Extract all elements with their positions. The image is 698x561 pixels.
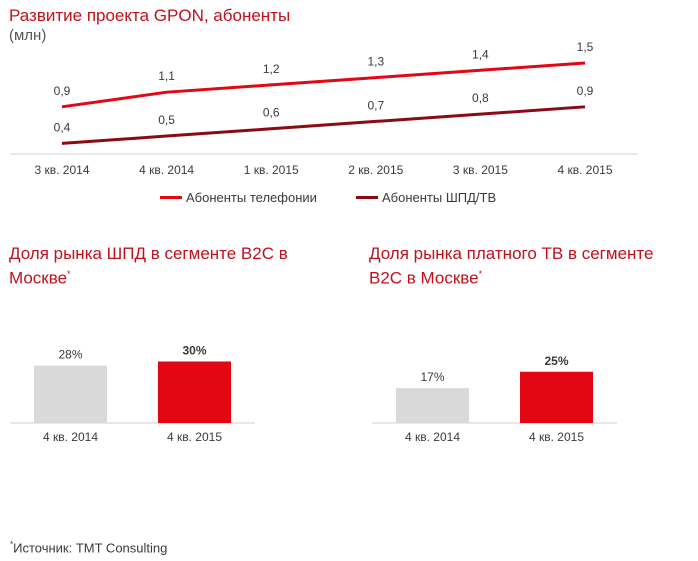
data-label: 0,9: [577, 84, 594, 98]
x-tick-label: 4 кв. 2015: [558, 163, 613, 177]
data-label: 0,7: [367, 98, 384, 112]
x-tick-label: 4 кв. 2014: [43, 430, 98, 444]
legend-label-broadband: Абоненты ШПД/ТВ: [382, 190, 497, 205]
bar: [396, 388, 469, 423]
broadband-share-title-text: Доля рынка ШПД в сегменте B2C в Москве: [9, 244, 288, 288]
data-label: 25%: [544, 354, 568, 368]
x-tick-label: 1 кв. 2015: [244, 163, 299, 177]
source-footnote-text: Источник: TMT Consulting: [13, 540, 168, 556]
source-footnote-mark: *: [10, 540, 14, 549]
legend-item-telephony: Абоненты телефонии: [160, 190, 317, 205]
x-tick-label: 2 кв. 2015: [348, 163, 403, 177]
broadband-share-title-mark: *: [67, 269, 71, 279]
paytv-share-title-mark: *: [478, 269, 483, 279]
line-chart: 3 кв. 2014 4 кв. 2014 1 кв. 2015 2 кв. 2015…: [10, 40, 638, 177]
legend-swatch-broadband: [356, 196, 378, 199]
x-tick-label: 4 кв. 2015: [529, 430, 584, 444]
data-label: 1,2: [263, 62, 280, 76]
bar: [34, 365, 107, 423]
data-label: 1,5: [577, 40, 594, 54]
bar: [520, 371, 593, 423]
data-label: 0,8: [472, 91, 489, 105]
paytv-share-title-text: Доля рынка платного ТВ в сегменте B2C в …: [369, 244, 654, 288]
source-footnote: *Источник: TMT Consulting: [10, 540, 167, 555]
series-line-1: [61, 105, 586, 145]
legend-item-broadband: Абоненты ШПД/ТВ: [356, 190, 496, 205]
data-label: 1,4: [472, 47, 489, 61]
x-tick-label: 4 кв. 2014: [405, 430, 460, 444]
data-label: 0,4: [54, 120, 71, 134]
data-label: 1,1: [158, 69, 175, 83]
legend-swatch-telephony: [160, 196, 182, 199]
data-label: 0,6: [263, 106, 280, 120]
x-tick-label: 4 кв. 2015: [167, 430, 222, 444]
data-label: 1,3: [367, 55, 384, 69]
x-tick-label: 4 кв. 2014: [139, 163, 194, 177]
paytv-share-title: Доля рынка платного ТВ в сегменте B2C в …: [369, 243, 689, 289]
x-tick-label: 3 кв. 2014: [35, 163, 90, 177]
bar: [158, 361, 231, 423]
data-label: 28%: [58, 348, 82, 362]
series-line-0: [61, 61, 586, 109]
data-label: 0,5: [158, 113, 175, 127]
data-label: 17%: [420, 370, 444, 384]
data-label: 30%: [182, 344, 206, 358]
x-tick-label: 3 кв. 2015: [453, 163, 508, 177]
line-chart-subtitle: (млн): [9, 27, 47, 44]
line-chart-title: Развитие проекта GPON, абоненты: [9, 6, 291, 25]
data-label: 0,9: [54, 84, 71, 98]
legend-label-telephony: Абоненты телефонии: [186, 190, 317, 205]
broadband-share-title: Доля рынка ШПД в сегменте B2C в Москве*: [9, 243, 299, 289]
